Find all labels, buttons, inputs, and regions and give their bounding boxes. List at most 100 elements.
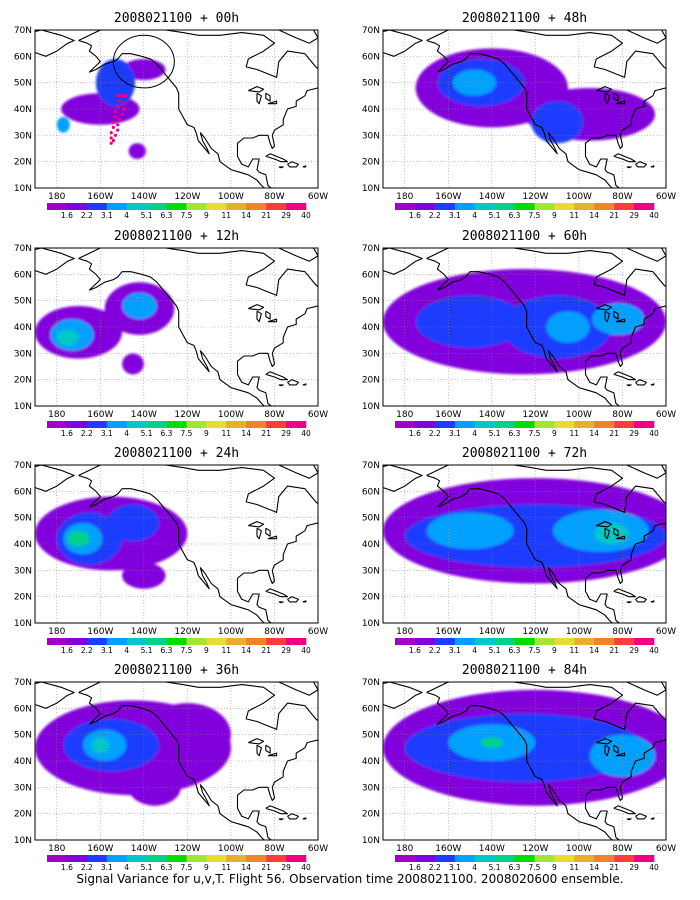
- colorbar-swatch: [146, 855, 167, 862]
- lon-tick-label: 160W: [435, 192, 461, 202]
- map-frame: [34, 681, 319, 841]
- dropsonde-point: [116, 123, 120, 127]
- colorbar-label: 9: [552, 863, 557, 872]
- lon-tick-label: 140W: [479, 844, 505, 854]
- coastline: [613, 527, 619, 537]
- lon-tick-label: 120W: [522, 410, 548, 420]
- colorbar-label: 3.1: [449, 646, 461, 655]
- lat-tick-label: 40N: [14, 757, 32, 767]
- colorbar-swatch: [47, 638, 68, 645]
- coastlines: [383, 682, 666, 840]
- lat-tick-label: 10N: [14, 836, 32, 846]
- lon-tick-label: 60W: [656, 627, 676, 637]
- colorbar-swatch: [534, 855, 555, 862]
- colorbar-label: 29: [281, 211, 291, 220]
- lat-tick-label: 10N: [14, 184, 32, 194]
- lon-tick-label: 80W: [612, 844, 632, 854]
- lon-tick-label: 160W: [87, 627, 113, 637]
- coastline: [613, 805, 637, 815]
- lat-tick-label: 20N: [362, 158, 380, 168]
- colorbar-swatch: [186, 421, 207, 428]
- colorbar-label: 40: [301, 646, 311, 655]
- panel-title: 2008021100 + 60h: [462, 229, 587, 244]
- colorbar-label: 29: [281, 646, 291, 655]
- variance-contour: [106, 504, 160, 542]
- colorbar-label: 2.2: [81, 211, 93, 220]
- colorbar-swatch: [474, 855, 495, 862]
- coastline: [650, 165, 655, 168]
- coastline: [613, 588, 637, 598]
- coastline: [626, 384, 632, 387]
- colorbar-swatch: [126, 855, 147, 862]
- colorbar-swatch: [166, 203, 187, 210]
- lon-tick-label: 60W: [656, 192, 676, 202]
- dropsonde-point: [109, 131, 113, 135]
- colorbar-label: 7.5: [529, 646, 541, 655]
- colorbar: 1.6 2.2 3.1 4 5.1 6.3 7.5 9 11 14 21 29 40: [395, 203, 659, 220]
- coastline: [287, 161, 299, 168]
- lon-tick-label: 60W: [656, 844, 676, 854]
- coastline: [615, 318, 626, 323]
- colorbar-label: 5.1: [489, 646, 501, 655]
- colorbar-label: 2.2: [429, 863, 441, 872]
- lat-tick-label: 50N: [14, 297, 32, 307]
- lat-tick-label: 20N: [14, 158, 32, 168]
- colorbar: 1.6 2.2 3.1 4 5.1 6.3 7.5 9 11 14 21 29 40: [395, 421, 659, 438]
- variance-contour: [415, 295, 525, 349]
- coastline: [596, 86, 613, 93]
- lat-tick-label: 30N: [362, 783, 380, 793]
- lat-tick-label: 10N: [362, 836, 380, 846]
- colorbar-label: 1.6: [61, 211, 73, 220]
- colorbar-swatch: [126, 203, 147, 210]
- colorbar-swatch: [266, 638, 287, 645]
- colorbar-label: 4: [124, 429, 129, 438]
- colorbar-label: 40: [301, 429, 311, 438]
- colorbar-label: 9: [204, 863, 209, 872]
- coastline: [608, 465, 666, 479]
- colorbar-swatch: [514, 638, 535, 645]
- lat-tick-label: 60N: [14, 270, 32, 280]
- colorbar-label: 6.3: [161, 646, 173, 655]
- colorbar-label: 40: [649, 429, 659, 438]
- coastline: [596, 304, 613, 311]
- colorbar-label: 6.3: [161, 863, 173, 872]
- colorbar-label: 3.1: [101, 646, 113, 655]
- lat-tick-label: 40N: [362, 757, 380, 767]
- panel-title: 2008021100 + 24h: [114, 446, 239, 461]
- colorbar-label: 7.5: [181, 863, 193, 872]
- colorbar-label: 1.6: [409, 863, 421, 872]
- lat-tick-label: 40N: [362, 105, 380, 115]
- colorbar-swatch: [554, 421, 575, 428]
- colorbar-swatch: [414, 203, 436, 210]
- coastline: [608, 682, 666, 696]
- lat-tick-label: 60N: [14, 52, 32, 62]
- colorbar-label: 11: [570, 863, 580, 872]
- map-frame: [382, 464, 667, 624]
- colorbar-label: 6.3: [509, 646, 521, 655]
- map-panel: 2008021100 + 60h 10N 20N 30N 40N 50N 60N 70N 180…: [362, 229, 676, 438]
- colorbar-label: 40: [649, 211, 659, 220]
- colorbar-label: 9: [552, 211, 557, 220]
- variance-contour: [452, 69, 497, 96]
- lat-tick-label: 70N: [362, 461, 380, 471]
- lat-tick-label: 30N: [14, 566, 32, 576]
- coastline: [613, 744, 619, 754]
- lat-tick-label: 20N: [362, 376, 380, 386]
- coastline: [278, 601, 284, 604]
- coastline: [278, 166, 284, 169]
- coastline: [613, 310, 619, 320]
- colorbar-swatch: [126, 638, 147, 645]
- dropsonde-point: [109, 141, 113, 145]
- coastline: [383, 682, 423, 709]
- lon-tick-label: 60W: [308, 627, 328, 637]
- graticule: [383, 465, 666, 623]
- colorbar-swatch: [434, 638, 455, 645]
- colorbar-swatch: [66, 421, 88, 428]
- coastline: [278, 384, 284, 387]
- map-panel: 2008021100 + 36h 10N 20N 30N 40N 50N 60N 70N 180…: [14, 663, 328, 872]
- variance-contour: [67, 530, 90, 547]
- colorbar-swatch: [634, 638, 655, 645]
- colorbar-label: 29: [629, 863, 639, 872]
- lat-tick-label: 60N: [14, 487, 32, 497]
- lat-tick-label: 60N: [362, 704, 380, 714]
